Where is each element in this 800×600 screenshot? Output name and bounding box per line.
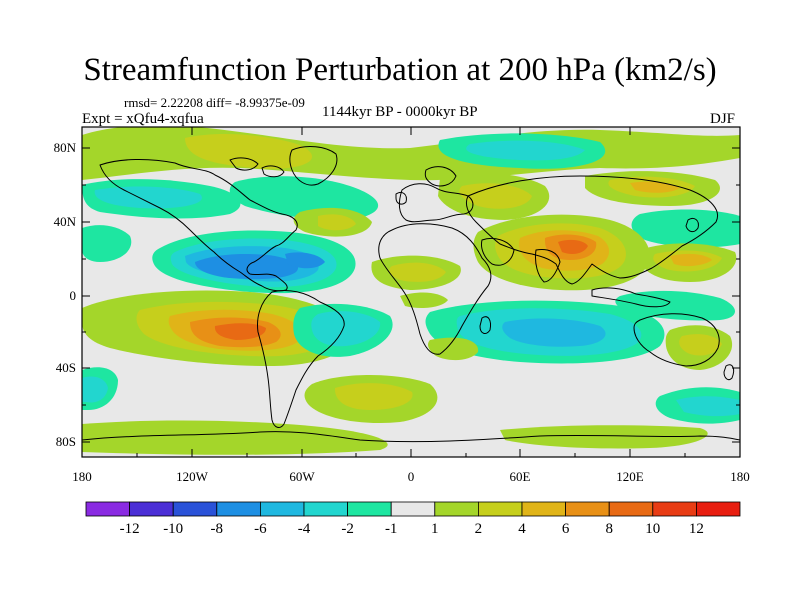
- coast-asia: [465, 175, 718, 285]
- colorbar-swatch: [259, 501, 305, 517]
- antarctic-high-band: [82, 420, 388, 455]
- coastlines: [82, 146, 740, 443]
- experiment-label: Expt = xQfu4-xqfua: [82, 111, 204, 127]
- colorbar-label: 2: [475, 521, 483, 537]
- colorbar-label: 10: [645, 521, 660, 537]
- colorbar-label: 8: [605, 521, 613, 537]
- colorbar-swatch: [434, 501, 479, 517]
- colorbar-label: 12: [689, 521, 704, 537]
- contour-field: [82, 127, 740, 455]
- colorbar-swatch: [216, 501, 261, 517]
- coast-africa: [378, 223, 492, 355]
- lon-label: 60W: [289, 469, 315, 484]
- colorbar-label: 4: [518, 521, 526, 537]
- colorbar-swatch: [477, 501, 523, 517]
- so-low-east-core: [676, 396, 740, 417]
- satl-low-core: [311, 311, 381, 347]
- coast-antarctica: [82, 431, 740, 443]
- colorbar-label: -10: [163, 521, 183, 537]
- carib-low-4: [195, 254, 299, 280]
- lon-ticks: [136, 127, 686, 457]
- figure-title: Streamfunction Perturbation at 200 hPa (…: [83, 52, 717, 88]
- colorbar-label: -8: [211, 521, 224, 537]
- sam-high-peak: [214, 323, 266, 340]
- lon-label: 0: [408, 469, 415, 484]
- coast-north-america: [99, 158, 298, 292]
- colorbar-swatch: [303, 501, 348, 517]
- colorbar-swatch: [172, 501, 218, 517]
- coast-europe: [398, 183, 474, 223]
- arctic-low-core: [466, 140, 585, 161]
- sasia-high-peak: [558, 239, 588, 254]
- coast-arctic-islands-1: [229, 157, 259, 171]
- colorbar-swatch: [85, 501, 130, 517]
- lat-label: 40N: [54, 214, 77, 229]
- colorbar-swatch: [521, 501, 566, 517]
- coast-japan: [685, 217, 699, 233]
- colorbar-swatch: [129, 501, 174, 517]
- coast-south-america: [257, 289, 345, 428]
- wpac-south-low: [615, 290, 735, 321]
- coast-new-zealand: [723, 364, 735, 381]
- period-label: 1144kyr BP - 0000kyr BP: [322, 104, 478, 120]
- io-low-core: [502, 318, 606, 347]
- season-label: DJF: [710, 111, 736, 127]
- coast-arabia: [481, 237, 515, 266]
- eq-atl-high: [400, 292, 448, 308]
- colorbar: -12 -10 -8 -6 -4 -2 -1 1 2 4 6 8 10 12: [85, 501, 741, 537]
- colorbar-swatch: [390, 501, 436, 517]
- colorbar-label: -12: [120, 521, 140, 537]
- colorbar-swatch: [608, 501, 654, 517]
- arctic-high: [185, 134, 313, 169]
- colorbar-label: -1: [385, 521, 398, 537]
- wpac-low: [82, 225, 132, 262]
- lon-label: 120E: [616, 469, 644, 484]
- coast-indonesia: [591, 287, 671, 308]
- africa-high-core: [389, 262, 446, 282]
- colorbar-label: -2: [341, 521, 354, 537]
- lon-label: 180: [730, 469, 750, 484]
- colorbar-swatch: [347, 501, 392, 517]
- colorbar-swatch: [696, 501, 741, 517]
- coast-arctic-islands-2: [261, 165, 285, 178]
- colorbar-swatch: [565, 501, 610, 517]
- lat-ticks: [82, 147, 740, 443]
- npac-low-core: [94, 186, 202, 209]
- colorbar-label: -6: [254, 521, 267, 537]
- colorbar-label: -4: [298, 521, 311, 537]
- colorbar-label: 6: [562, 521, 570, 537]
- lon-labels: 180 120W 60W 0 60E 120E 180: [72, 469, 750, 484]
- coast-madagascar: [479, 316, 491, 334]
- lat-labels: 80N 40N 0 40S 80S: [54, 140, 77, 449]
- so-high-atl-core: [334, 383, 413, 410]
- wpac-high-peak: [670, 253, 712, 267]
- coast-india: [535, 249, 561, 283]
- coast-greenland: [289, 146, 338, 186]
- natl-high-core: [318, 214, 356, 231]
- enpac-low: [631, 209, 740, 248]
- coast-australia: [633, 313, 720, 367]
- stats-label: rmsd= 2.22208 diff= -8.99375e-09: [124, 95, 305, 110]
- lon-label: 60E: [510, 469, 531, 484]
- safrica-high: [428, 337, 479, 361]
- lat-label: 40S: [56, 360, 76, 375]
- colorbar-label: 1: [431, 521, 439, 537]
- colorbar-swatch: [652, 501, 697, 517]
- carib-low-east: [285, 252, 325, 269]
- lon-label: 120W: [176, 469, 209, 484]
- lat-label: 0: [70, 288, 77, 303]
- coast-scandinavia: [424, 166, 457, 187]
- aus-high-core: [679, 334, 722, 356]
- so-low-west-core: [82, 376, 108, 403]
- lat-label: 80S: [56, 434, 76, 449]
- europe-high-core: [459, 183, 532, 209]
- antarctic-high-east: [500, 425, 708, 449]
- coast-uk: [395, 191, 407, 205]
- lon-label: 180: [72, 469, 92, 484]
- lat-label: 80N: [54, 140, 77, 155]
